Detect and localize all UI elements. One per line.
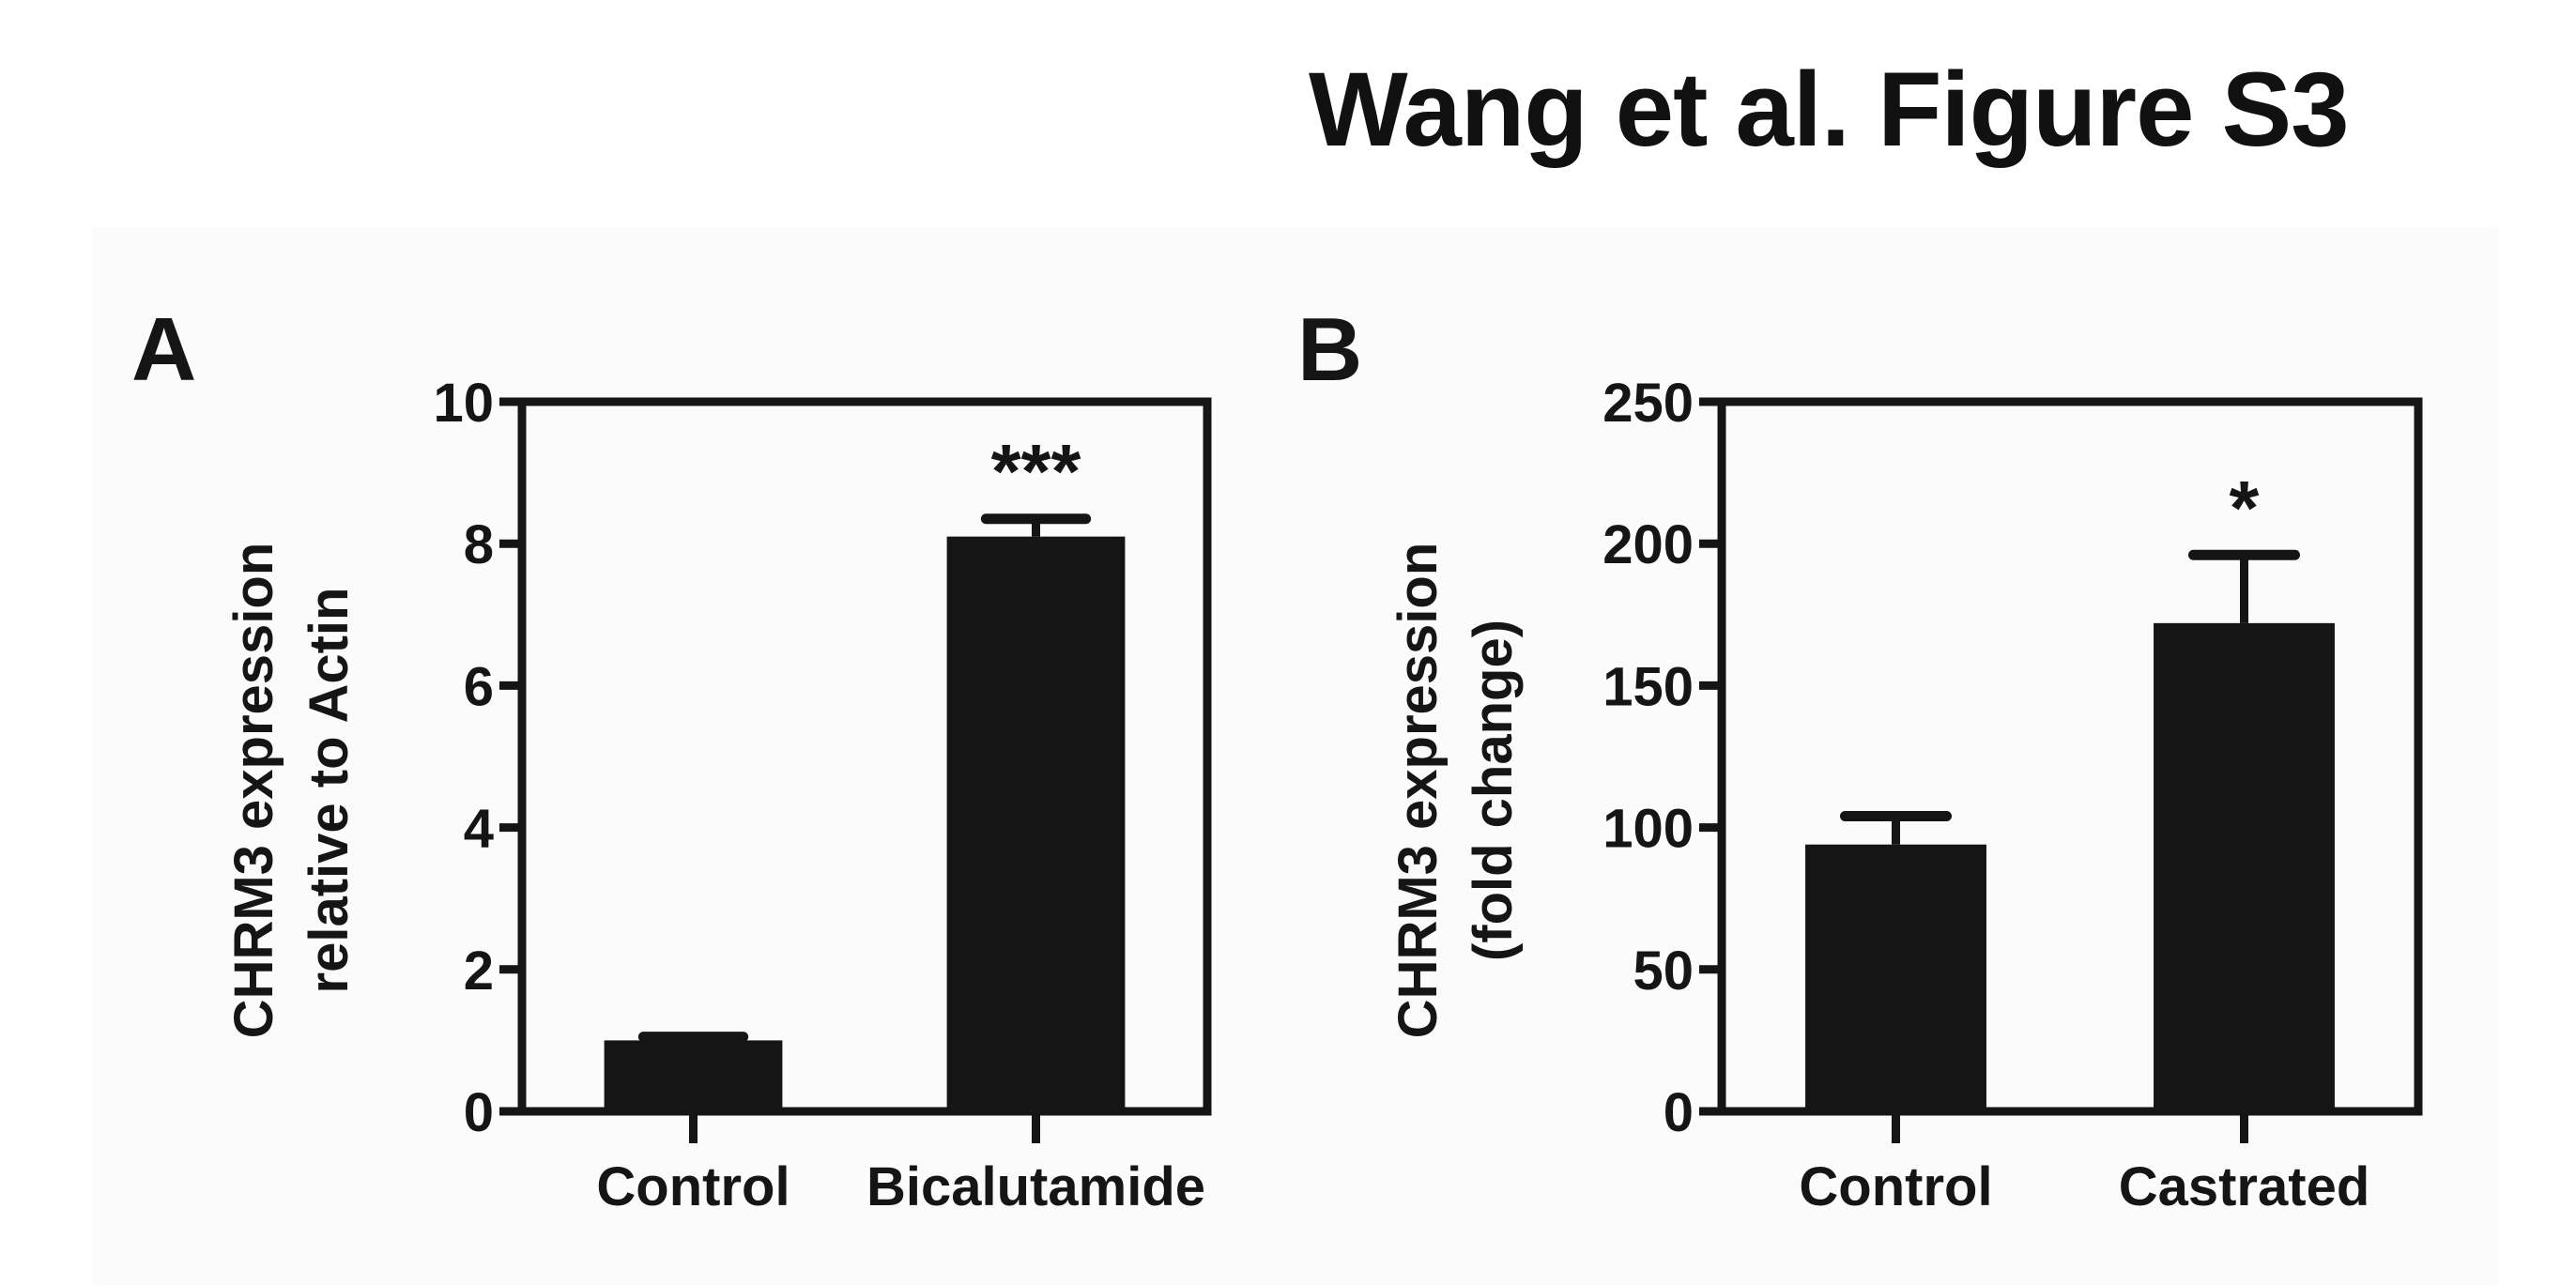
plot-frame [517,397,1212,1116]
bar [604,1040,783,1111]
y-tick-label: 100 [1602,799,1694,860]
significance-marker: * [2230,466,2260,551]
y-tick-label: 6 [464,656,494,717]
category-label: Bicalutamide [866,1156,1205,1217]
category-label: Castrated [2119,1156,2370,1217]
bar [946,536,1126,1111]
y-tick-label: 4 [464,799,494,860]
panel-label-b: B [1297,299,1363,400]
y-axis-title: CHRM3 expression [223,543,284,1039]
y-axis-title: relative to Actin [299,588,360,994]
y-tick-label: 2 [464,941,494,1002]
y-tick-label: 0 [464,1082,494,1143]
category-label: Control [1799,1156,1992,1217]
y-axis-title: CHRM3 expression [1388,543,1449,1039]
y-tick-label: 10 [433,373,494,434]
y-tick-label: 0 [1664,1082,1694,1143]
significance-marker: *** [991,430,1081,515]
panel-label-a: A [131,299,197,400]
y-tick-label: 50 [1633,941,1694,1002]
bar [2154,622,2335,1111]
figure-title: Wang et al. Figure S3 [1309,51,2349,168]
y-axis-title: (fold change) [1463,620,1524,961]
y-tick-label: 8 [464,514,494,575]
plot-frame [1717,397,2423,1116]
bar [1805,844,1986,1111]
category-label: Control [596,1156,790,1217]
y-tick-label: 250 [1602,373,1694,434]
y-tick-label: 150 [1602,656,1694,717]
y-tick-label: 200 [1602,514,1694,575]
